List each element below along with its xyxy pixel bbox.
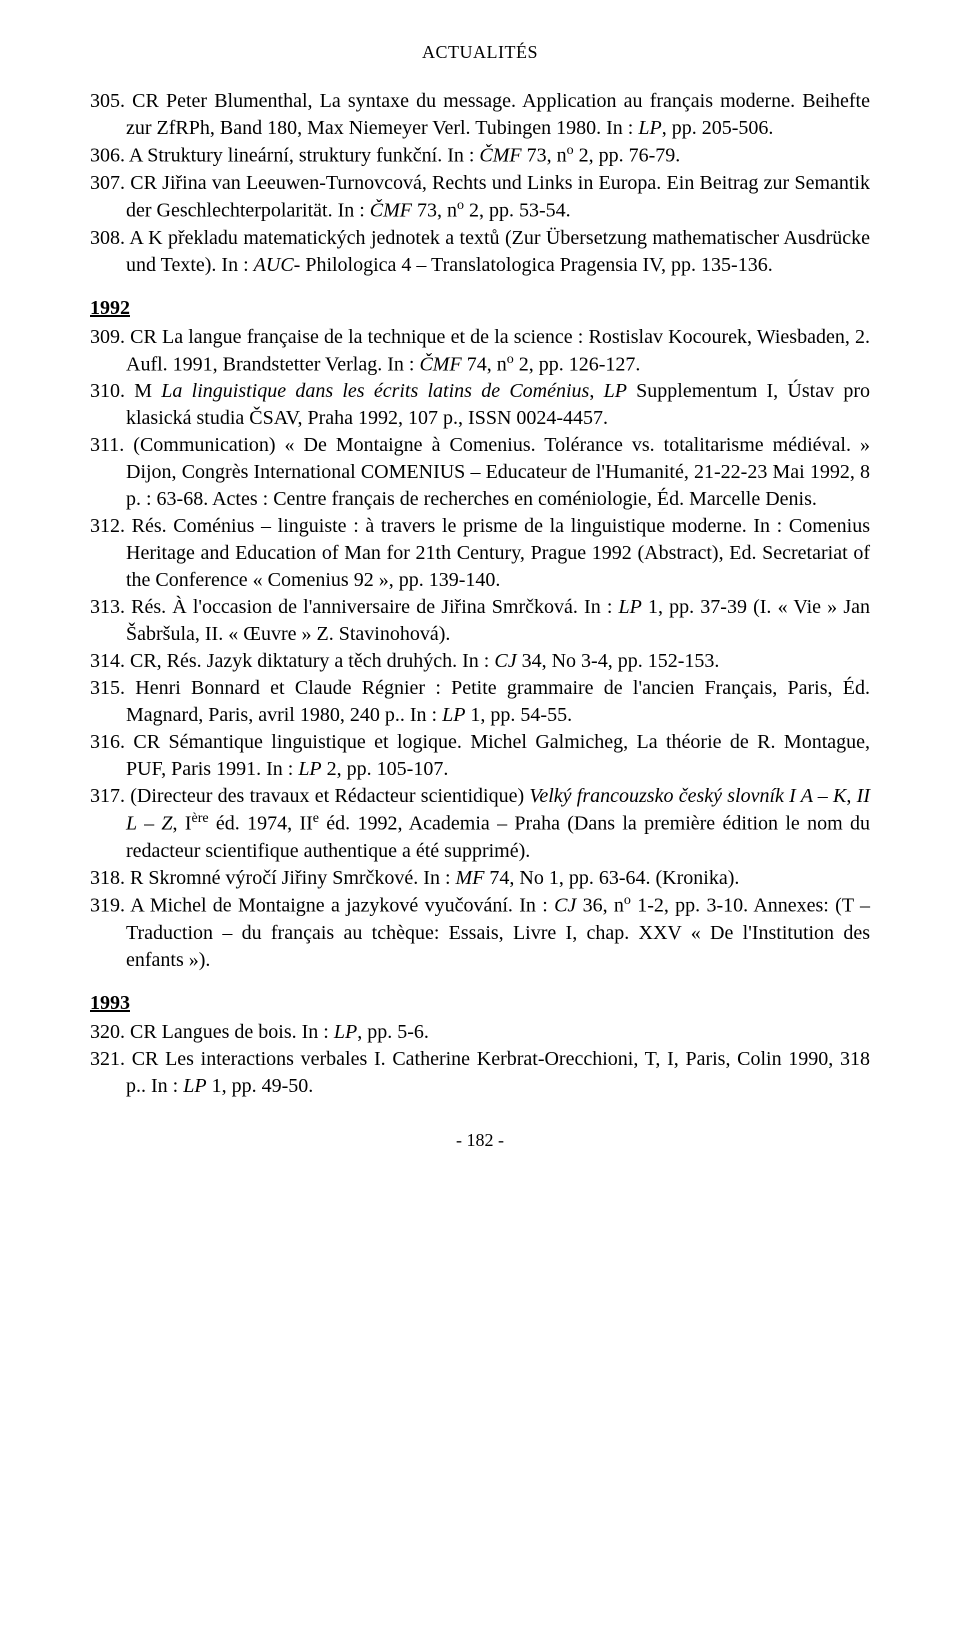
- page-number: - 182 -: [90, 1128, 870, 1152]
- bibliography-entry: 318. R Skromné výročí Jiřiny Smrčkové. I…: [90, 865, 870, 892]
- bibliography-entry: 308. A K překladu matematických jednotek…: [90, 225, 870, 279]
- bibliography-entry: 317. (Directeur des travaux et Rédacteur…: [90, 783, 870, 865]
- bibliography-entry: 310. M La linguistique dans les écrits l…: [90, 378, 870, 432]
- bibliography-entry: 307. CR Jiřina van Leeuwen-Turnovcová, R…: [90, 170, 870, 225]
- bibliography-entry: 319. A Michel de Montaigne a jazykové vy…: [90, 892, 870, 974]
- year-heading-1992: 1992: [90, 295, 870, 322]
- bibliography-entry: 321. CR Les interactions verbales I. Cat…: [90, 1046, 870, 1100]
- document-page: ACTUALITÉS 305. CR Peter Blumenthal, La …: [0, 0, 960, 1192]
- entries-block-3: 320. CR Langues de bois. In : LP, pp. 5-…: [90, 1019, 870, 1100]
- bibliography-entry: 316. CR Sémantique linguistique et logiq…: [90, 729, 870, 783]
- bibliography-entry: 313. Rés. À l'occasion de l'anniversaire…: [90, 594, 870, 648]
- bibliography-entry: 315. Henri Bonnard et Claude Régnier : P…: [90, 675, 870, 729]
- bibliography-entry: 305. CR Peter Blumenthal, La syntaxe du …: [90, 88, 870, 142]
- bibliography-entry: 306. A Struktury lineární, struktury fun…: [90, 142, 870, 170]
- entries-block-2: 309. CR La langue française de la techni…: [90, 324, 870, 974]
- bibliography-entry: 314. CR, Rés. Jazyk diktatury a těch dru…: [90, 648, 870, 675]
- bibliography-entry: 309. CR La langue française de la techni…: [90, 324, 870, 379]
- bibliography-entry: 320. CR Langues de bois. In : LP, pp. 5-…: [90, 1019, 870, 1046]
- entries-block-1: 305. CR Peter Blumenthal, La syntaxe du …: [90, 88, 870, 278]
- year-heading-1993: 1993: [90, 990, 870, 1017]
- page-header: ACTUALITÉS: [90, 40, 870, 64]
- bibliography-entry: 312. Rés. Coménius – linguiste : à trave…: [90, 513, 870, 594]
- bibliography-entry: 311. (Communication) « De Montaigne à Co…: [90, 432, 870, 513]
